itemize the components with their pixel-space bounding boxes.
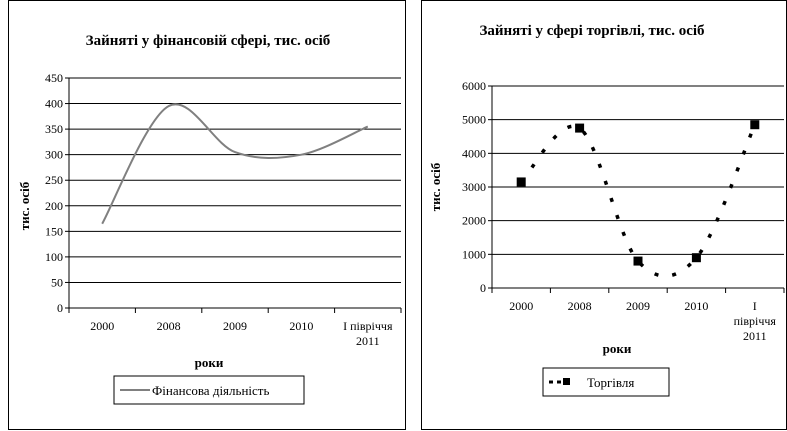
y-tick-label: 150 xyxy=(45,224,63,238)
finance-plot-area: 0 50 100 150 200 250 300 350 400 450 2000 2008 2009 2… xyxy=(45,71,402,348)
series-line xyxy=(101,103,369,225)
y-tick-label: 50 xyxy=(51,275,63,289)
series-line xyxy=(519,123,757,278)
x-tick-label: 2009 xyxy=(223,319,247,333)
y-tick-label: 300 xyxy=(45,148,63,162)
y-tick-label: 5000 xyxy=(462,113,486,127)
y-tick-label: 1000 xyxy=(462,247,486,261)
chart-title: Зайняті у фінансовій сфері, тис. осіб xyxy=(86,33,331,49)
y-tick-label: 200 xyxy=(45,199,63,213)
x-axis-label: роки xyxy=(603,341,632,356)
chart-panel-finance: Зайняті у фінансовій сфері, тис. осіб ти… xyxy=(8,0,406,430)
legend-marker-swatch xyxy=(563,378,570,385)
y-tick-label: 0 xyxy=(57,301,63,315)
legend-label: Фінансова діяльність xyxy=(152,383,269,398)
trade-plot-area: 0 1000 2000 3000 4000 5000 6000 2000 2008 2009 201… xyxy=(462,79,785,343)
y-tick-label: 3000 xyxy=(462,180,486,194)
y-tick-label: 2000 xyxy=(462,214,486,228)
x-tick-label: 2010 xyxy=(684,299,708,313)
x-axis-label: роки xyxy=(195,355,224,370)
x-tick-label: I півріччя 2011 xyxy=(343,319,393,348)
finance-chart-svg: Зайняті у фінансовій сфері, тис. осіб ти… xyxy=(17,33,402,405)
data-point xyxy=(633,256,643,266)
data-point xyxy=(516,177,526,187)
data-point xyxy=(750,120,760,130)
y-tick-label: 0 xyxy=(480,281,486,295)
y-tick-label: 4000 xyxy=(462,146,486,160)
legend-label: Торгівля xyxy=(587,375,634,390)
chart-panel-trade: Зайняті у сфері торгівлі, тис. осіб тис.… xyxy=(421,0,787,430)
y-axis-label: тис. осіб xyxy=(17,181,32,230)
x-tick-label: 2008 xyxy=(568,299,592,313)
y-tick-label: 250 xyxy=(45,173,63,187)
x-tick-label: 2008 xyxy=(157,319,181,333)
y-tick-label: 450 xyxy=(45,71,63,85)
trade-chart-svg: Зайняті у сфері торгівлі, тис. осіб тис.… xyxy=(428,23,785,397)
x-tick-label: 2000 xyxy=(90,319,114,333)
data-point xyxy=(691,253,701,263)
y-tick-label: 350 xyxy=(45,122,63,136)
y-tick-label: 400 xyxy=(45,97,63,111)
x-tick-label: 2010 xyxy=(289,319,313,333)
y-tick-label: 6000 xyxy=(462,79,486,93)
x-tick-label: 2009 xyxy=(626,299,650,313)
y-tick-label: 100 xyxy=(45,250,63,264)
chart-title: Зайняті у сфері торгівлі, тис. осіб xyxy=(479,23,704,39)
x-tick-label: 2000 xyxy=(509,299,533,313)
y-axis-label: тис. осіб xyxy=(428,162,443,211)
data-point xyxy=(575,123,585,133)
